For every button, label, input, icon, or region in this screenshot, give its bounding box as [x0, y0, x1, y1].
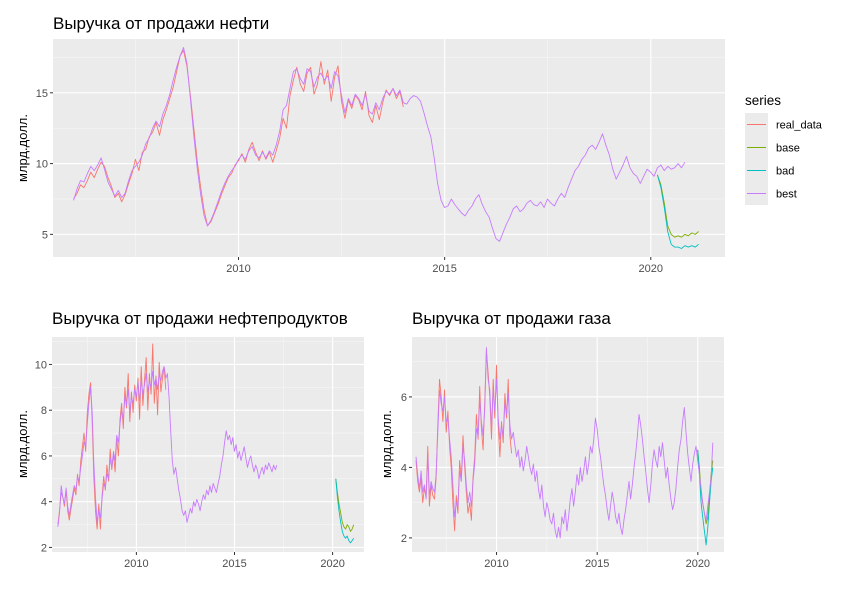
x-tick-label: 2010 [484, 558, 508, 570]
legend-label-real-data: real_data [776, 120, 823, 132]
ticks-products: 2010 2015 2020 2 4 6 8 10 [35, 359, 345, 570]
x-tick-label: 2020 [686, 558, 710, 570]
series-line-base-products [335, 478, 355, 532]
x-tick-label: 2010 [226, 263, 250, 275]
chart-title-products: Выручка от продажи нефтепродуктов [52, 309, 348, 328]
grid-products [52, 337, 364, 552]
y-tick-label: 6 [401, 392, 407, 404]
y-axis-label-products: млрд.долл. [15, 410, 30, 478]
y-tick-label: 15 [36, 88, 48, 100]
ticks-oil: 2010 2015 2020 5 10 15 [36, 88, 663, 275]
x-tick-label: 2015 [585, 558, 609, 570]
series-line-base-oil [656, 174, 699, 238]
legend-label-best: best [776, 189, 797, 201]
series-line-bad-products [335, 478, 355, 544]
series-line-best-products [57, 366, 278, 527]
y-tick-label: 2 [401, 533, 407, 545]
y-tick-label: 10 [36, 159, 48, 171]
series-products [57, 343, 355, 544]
chart-panel-products: Выручка от продажи нефтепродуктов 2010 20… [15, 309, 364, 570]
chart-title-gas: Выручка от продажи газа [412, 309, 611, 328]
ticks-gas: 2010 2015 2020 2 4 6 [401, 392, 710, 570]
series-line-real-data-products [57, 343, 167, 530]
chart-panel-gas: Выручка от продажи газа 2010 2015 2020246 … [379, 309, 724, 570]
x-tick-label: 2015 [222, 558, 246, 570]
series-line-best-gas [415, 347, 714, 539]
y-axis-label-oil: млрд.долл. [15, 114, 30, 182]
plot-area-gas [412, 337, 724, 552]
x-tick-label: 2015 [432, 263, 456, 275]
y-tick-label: 5 [42, 229, 48, 241]
y-tick-label: 4 [41, 497, 47, 509]
y-tick-label: 2 [41, 542, 47, 554]
legend-title: series [745, 93, 781, 108]
y-tick-label: 4 [401, 462, 407, 474]
y-axis-label-gas: млрд.долл. [379, 410, 394, 478]
series-line-best-oil [73, 47, 686, 242]
series-line-bad-gas [697, 449, 714, 546]
x-tick-label: 2020 [320, 558, 344, 570]
x-tick-label: 2010 [124, 558, 148, 570]
plot-area-oil [53, 39, 725, 257]
grid-oil [53, 39, 725, 257]
x-tick-label: 2020 [639, 263, 663, 275]
series-oil [73, 47, 699, 249]
legend-label-base: base [776, 143, 800, 155]
plot-area-products [52, 337, 364, 552]
y-tick-label: 6 [41, 451, 47, 463]
chart-title-oil: Выручка от продажи нефти [53, 14, 269, 33]
grid-gas [412, 337, 724, 552]
legend-label-bad: bad [776, 166, 794, 178]
y-tick-label: 8 [41, 405, 47, 417]
y-tick-label: 10 [35, 359, 47, 371]
chart-panel-oil: Выручка от продажи нефти 2010 2015 2020 5 10… [15, 14, 725, 275]
series-line-bad-oil [656, 174, 699, 249]
series-gas [415, 347, 714, 546]
